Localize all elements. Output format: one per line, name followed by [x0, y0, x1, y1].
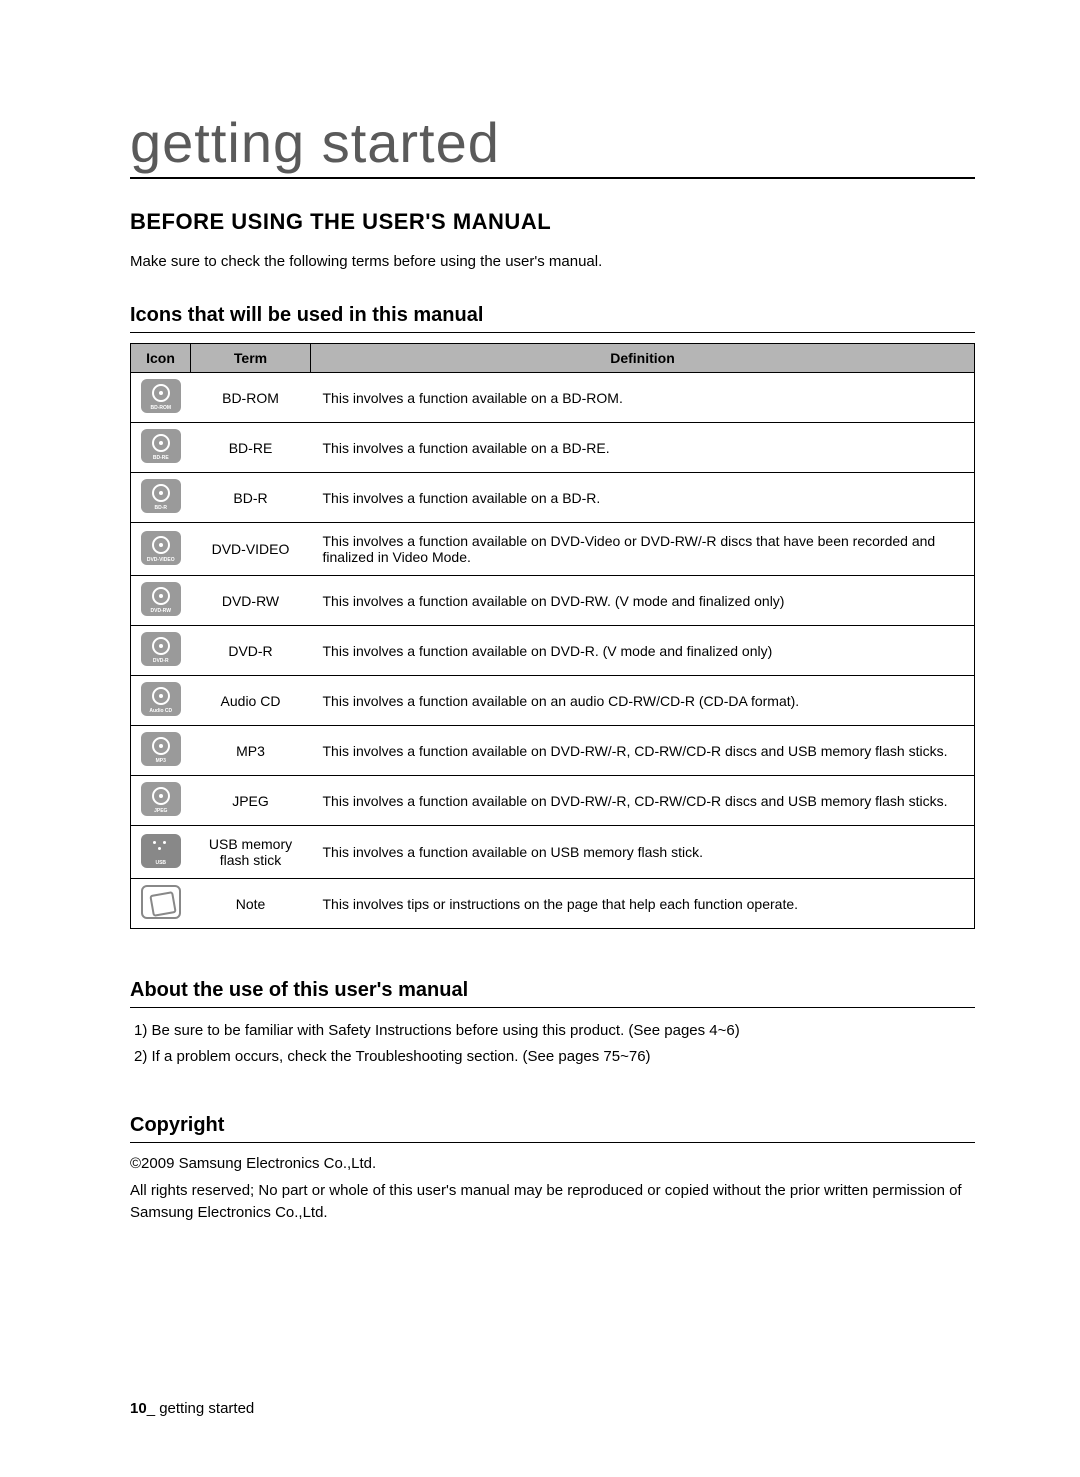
- disc-icon: DVD-RW: [141, 582, 181, 616]
- term-cell: MP3: [191, 726, 311, 776]
- copyright-subsection-title: Copyright: [130, 1114, 975, 1143]
- icon-cell: DVD-R: [131, 626, 191, 676]
- disc-icon: Audio CD: [141, 682, 181, 716]
- icon-cell: USB: [131, 826, 191, 879]
- disc-icon: MP3: [141, 732, 181, 766]
- icons-table: Icon Term Definition BD-ROMBD-ROMThis in…: [130, 343, 975, 929]
- icon-cell: BD-RE: [131, 423, 191, 473]
- header-icon: Icon: [131, 344, 191, 373]
- definition-cell: This involves a function available on US…: [311, 826, 975, 879]
- table-row: MP3MP3This involves a function available…: [131, 726, 975, 776]
- icon-cell: Audio CD: [131, 676, 191, 726]
- disc-icon: DVD-VIDEO: [141, 531, 181, 565]
- definition-cell: This involves a function available on DV…: [311, 776, 975, 826]
- table-row: JPEGJPEGThis involves a function availab…: [131, 776, 975, 826]
- term-cell: USB memory flash stick: [191, 826, 311, 879]
- term-cell: Note: [191, 879, 311, 929]
- table-row: DVD-RDVD-RThis involves a function avail…: [131, 626, 975, 676]
- term-cell: DVD-R: [191, 626, 311, 676]
- table-row: NoteThis involves tips or instructions o…: [131, 879, 975, 929]
- header-term: Term: [191, 344, 311, 373]
- icon-cell: BD-ROM: [131, 373, 191, 423]
- header-definition: Definition: [311, 344, 975, 373]
- table-row: BD-ROMBD-ROMThis involves a function ava…: [131, 373, 975, 423]
- icon-cell: DVD-RW: [131, 576, 191, 626]
- definition-cell: This involves a function available on DV…: [311, 523, 975, 576]
- icon-cell: JPEG: [131, 776, 191, 826]
- usb-icon: USB: [141, 834, 181, 868]
- intro-text: Make sure to check the following terms b…: [130, 253, 975, 270]
- disc-icon: BD-ROM: [141, 379, 181, 413]
- term-cell: JPEG: [191, 776, 311, 826]
- disc-icon: DVD-R: [141, 632, 181, 666]
- note-icon: [141, 885, 181, 919]
- page-title: getting started: [130, 110, 975, 179]
- disc-icon: BD-R: [141, 479, 181, 513]
- definition-cell: This involves tips or instructions on th…: [311, 879, 975, 929]
- term-cell: BD-R: [191, 473, 311, 523]
- table-row: DVD-VIDEODVD-VIDEOThis involves a functi…: [131, 523, 975, 576]
- copyright-line1: ©2009 Samsung Electronics Co.,Ltd.: [130, 1153, 975, 1176]
- table-row: BD-REBD-REThis involves a function avail…: [131, 423, 975, 473]
- definition-cell: This involves a function available on a …: [311, 373, 975, 423]
- icons-subsection-title: Icons that will be used in this manual: [130, 304, 975, 333]
- term-cell: DVD-RW: [191, 576, 311, 626]
- icon-cell: DVD-VIDEO: [131, 523, 191, 576]
- definition-cell: This involves a function available on DV…: [311, 626, 975, 676]
- definition-cell: This involves a function available on DV…: [311, 726, 975, 776]
- icon-cell: BD-R: [131, 473, 191, 523]
- about-subsection-title: About the use of this user's manual: [130, 979, 975, 1008]
- about-section: About the use of this user's manual 1) B…: [130, 979, 975, 1069]
- definition-cell: This involves a function available on a …: [311, 473, 975, 523]
- copyright-section: Copyright ©2009 Samsung Electronics Co.,…: [130, 1114, 975, 1225]
- about-list: 1) Be sure to be familiar with Safety In…: [130, 1018, 975, 1069]
- table-row: Audio CDAudio CDThis involves a function…: [131, 676, 975, 726]
- term-cell: DVD-VIDEO: [191, 523, 311, 576]
- table-row: BD-RBD-RThis involves a function availab…: [131, 473, 975, 523]
- table-header-row: Icon Term Definition: [131, 344, 975, 373]
- table-row: USB USB memory flash stickThis involves a…: [131, 826, 975, 879]
- table-row: DVD-RWDVD-RWThis involves a function ava…: [131, 576, 975, 626]
- definition-cell: This involves a function available on a …: [311, 423, 975, 473]
- footer-separator: _: [147, 1400, 160, 1417]
- term-cell: BD-RE: [191, 423, 311, 473]
- footer: 10_ getting started: [130, 1400, 254, 1417]
- copyright-line2: All rights reserved; No part or whole of…: [130, 1180, 975, 1225]
- list-item: 2) If a problem occurs, check the Troubl…: [134, 1044, 975, 1070]
- list-item: 1) Be sure to be familiar with Safety In…: [134, 1018, 975, 1044]
- disc-icon: BD-RE: [141, 429, 181, 463]
- icon-cell: [131, 879, 191, 929]
- term-cell: Audio CD: [191, 676, 311, 726]
- footer-label: getting started: [159, 1400, 254, 1417]
- icon-cell: MP3: [131, 726, 191, 776]
- section-title: BEFORE USING THE USER'S MANUAL: [130, 209, 975, 235]
- term-cell: BD-ROM: [191, 373, 311, 423]
- definition-cell: This involves a function available on DV…: [311, 576, 975, 626]
- page-number: 10: [130, 1400, 147, 1417]
- definition-cell: This involves a function available on an…: [311, 676, 975, 726]
- disc-icon: JPEG: [141, 782, 181, 816]
